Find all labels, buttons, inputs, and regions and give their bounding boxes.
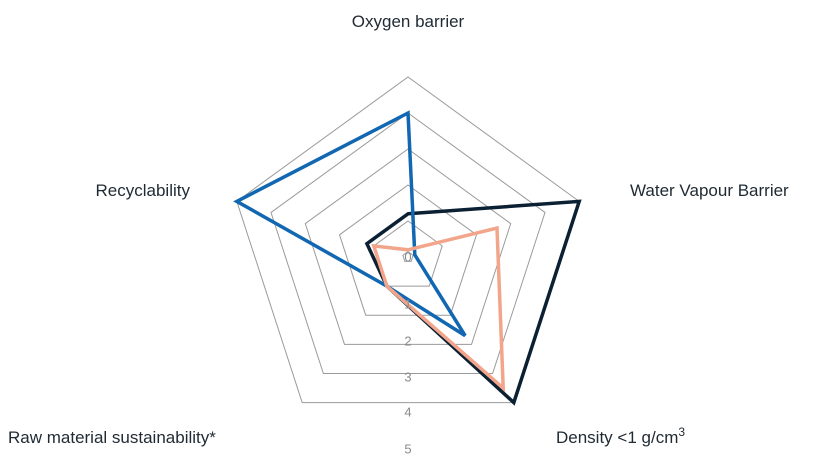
tick-label-2: 2 [404,333,411,348]
series-1-line [233,110,467,338]
axis-label-oxygen-barrier: Oxygen barrier [352,12,465,31]
axis-label-recyclability: Recyclability [96,181,191,200]
axis-label-density: Density <1 g/cm3 [556,425,685,447]
series-0-line [364,199,582,406]
radar-grid [236,76,580,404]
series-2-line [371,225,506,393]
axis-label-density-superscript: 3 [678,425,685,439]
radial-tick-labels: 0 1 2 3 4 5 [404,249,411,456]
axis-label-density-text: Density <1 g/cm [556,428,678,447]
axis-labels: Oxygen barrier Water Vapour Barrier Dens… [8,12,789,447]
tick-label-5: 5 [404,441,411,456]
radar-series [233,110,582,406]
grid-ring-5 [236,76,580,404]
grid-ring-2 [338,184,478,316]
grid-ring-0 [402,250,414,262]
tick-label-3: 3 [404,369,411,384]
tick-label-1: 1 [404,296,411,311]
grid-ring-4 [270,112,546,374]
tick-label-4: 4 [404,404,411,419]
axis-label-raw-material-sustainability: Raw material sustainability* [8,428,216,447]
axis-label-water-vapour-barrier: Water Vapour Barrier [630,181,789,200]
tick-label-0: 0 [404,249,411,264]
grid-ring-3 [304,148,512,345]
